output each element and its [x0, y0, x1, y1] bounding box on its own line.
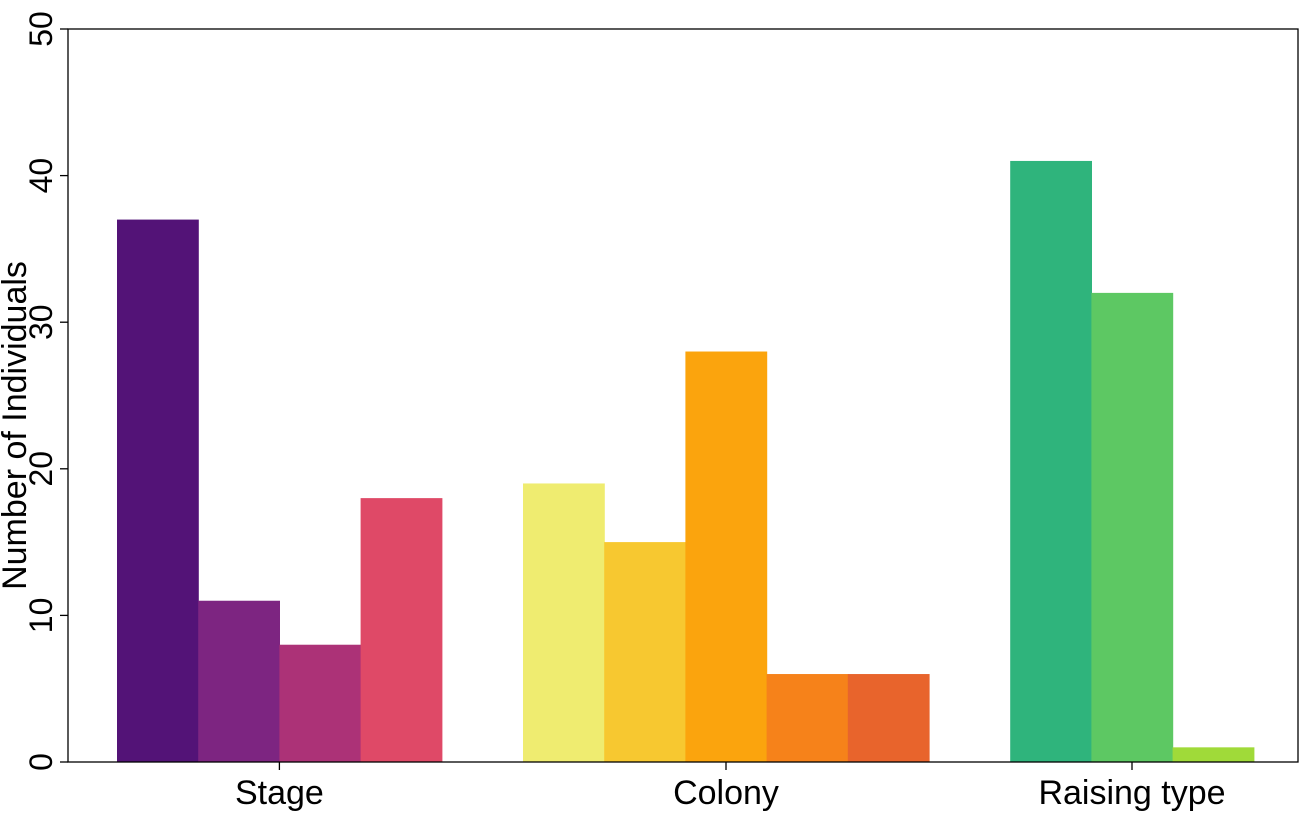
bar-colony-4	[766, 674, 849, 762]
y-tick-label: 10	[23, 598, 59, 634]
y-axis-title: Number of Individuals	[0, 261, 34, 590]
y-tick-label: 30	[23, 304, 59, 340]
bar-stage-1	[117, 219, 199, 762]
bar-raising-type-2	[1091, 292, 1174, 762]
plot-frame	[67, 28, 1299, 763]
bar-colony-2	[604, 542, 686, 762]
y-tick-label: 50	[23, 11, 59, 47]
x-tick-label: Raising type	[1038, 774, 1225, 812]
y-axis: 0 10 20 30 40 50	[23, 11, 68, 771]
y-tick-label: 20	[23, 451, 59, 487]
x-tick-label: Stage	[235, 774, 324, 812]
bar-raising-type-3	[1172, 747, 1255, 762]
y-tick-label: 0	[23, 753, 59, 771]
bar-colony-5	[847, 674, 930, 762]
bar-colony-1	[523, 483, 605, 762]
y-tick-label: 40	[23, 158, 59, 194]
x-axis: Stage Colony Raising type	[235, 762, 1226, 812]
bar-raising-type-1	[1010, 160, 1092, 762]
bars-layer	[117, 160, 1255, 762]
bar-stage-4	[360, 498, 443, 762]
bar-stage-2	[198, 600, 280, 762]
bar-colony-3	[685, 351, 768, 762]
bar-stage-3	[279, 644, 362, 762]
x-tick-label: Colony	[673, 774, 779, 812]
